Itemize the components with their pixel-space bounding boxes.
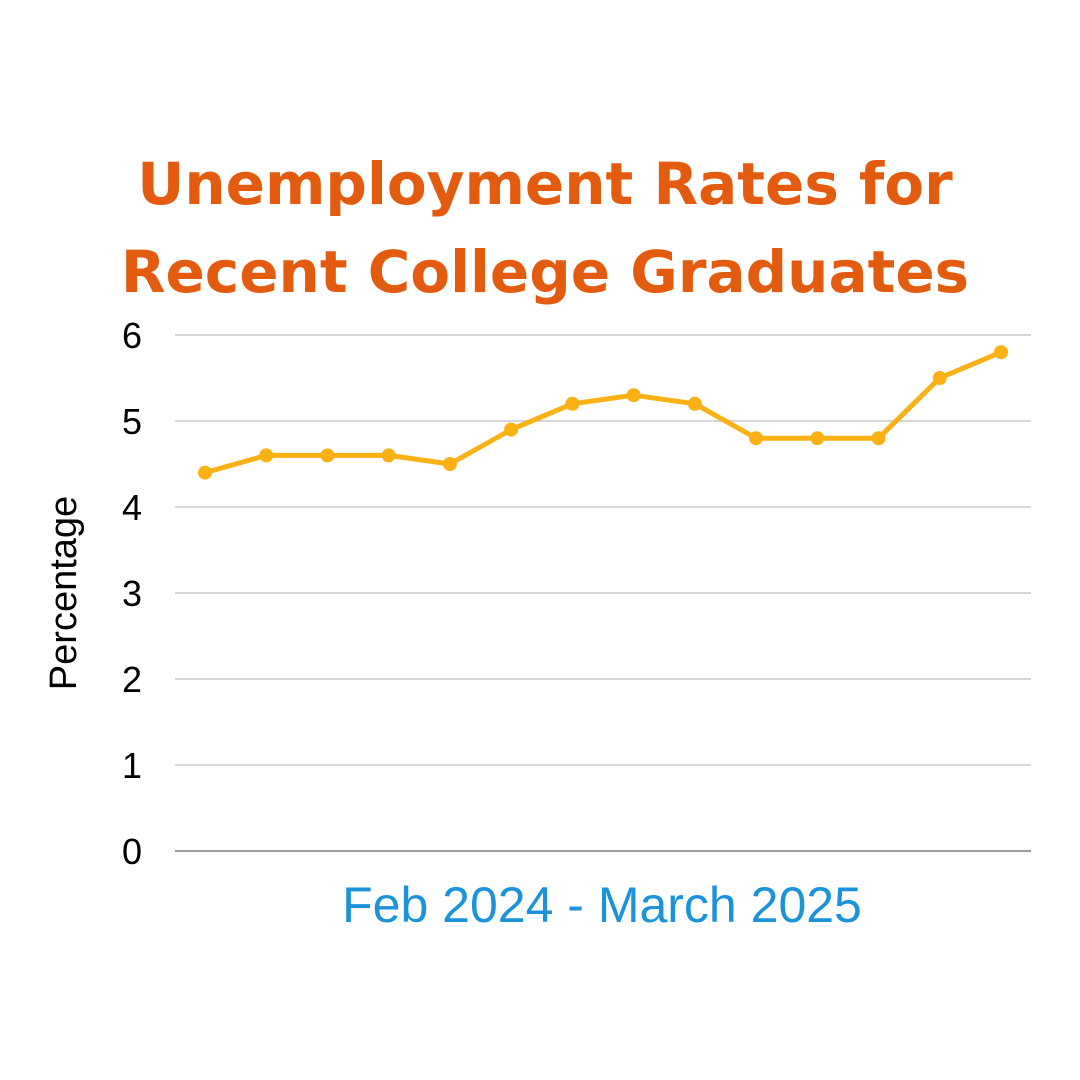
y-tick-label: 1	[122, 745, 142, 786]
data-point	[932, 371, 947, 385]
data-point	[626, 388, 641, 403]
data-point	[687, 396, 702, 411]
data-point	[198, 465, 212, 480]
data-point	[565, 396, 580, 411]
data-point	[994, 345, 1008, 360]
chart-title-line-1: Unemployment Rates for	[137, 150, 953, 218]
data-points	[198, 345, 1008, 480]
y-tick-label: 4	[122, 487, 142, 528]
series-line	[202, 349, 1004, 476]
series-line-group	[202, 349, 1004, 476]
y-tick-label: 3	[122, 573, 142, 614]
data-point	[504, 422, 519, 437]
data-point	[442, 457, 457, 471]
data-point	[810, 431, 825, 446]
y-tick-label: 6	[122, 315, 142, 356]
data-point	[259, 448, 274, 463]
chart-title: Unemployment Rates for Recent College Gr…	[0, 140, 1080, 316]
y-tick-labels: 0 1 2 3 4 5 6	[122, 315, 142, 872]
data-point	[381, 448, 396, 463]
data-point	[871, 431, 886, 446]
data-point	[320, 448, 335, 463]
y-tick-label: 2	[122, 659, 142, 700]
data-point	[749, 431, 764, 446]
y-axis-label: Percentage	[43, 496, 85, 690]
y-tick-label: 5	[122, 401, 142, 442]
gridlines	[175, 334, 1031, 852]
chart-title-line-2: Recent College Graduates	[120, 238, 970, 306]
y-tick-label: 0	[122, 831, 142, 872]
x-axis-label: Feb 2024 - March 2025	[342, 877, 862, 933]
